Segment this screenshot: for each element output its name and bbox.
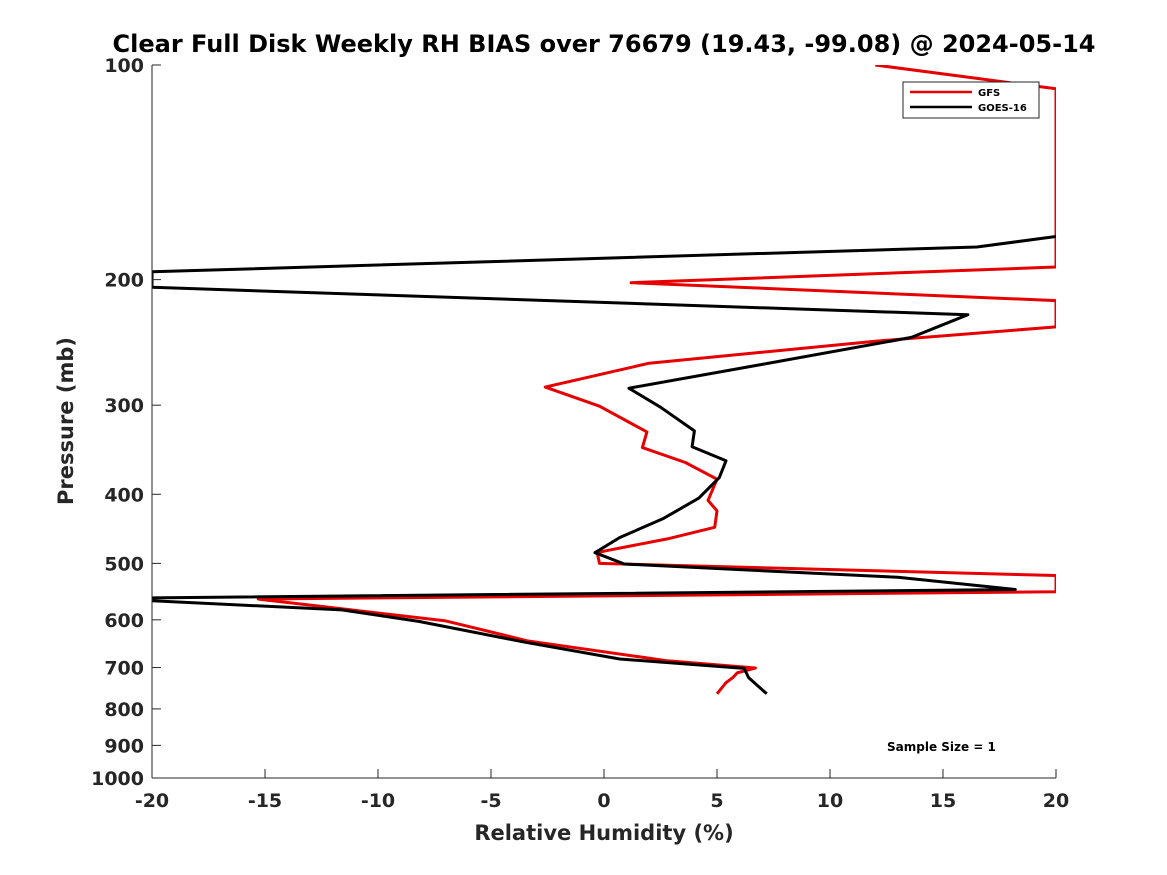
x-ticks: -20 -15 -10 -5 0 5 10 15 20 — [135, 769, 1069, 812]
x-tick-label: 15 — [930, 790, 956, 812]
x-tick-label: 5 — [710, 790, 723, 812]
y-tick-label: 200 — [104, 270, 144, 292]
y-tick-label: 300 — [104, 395, 144, 417]
y-tick-label: 700 — [104, 658, 144, 680]
x-tick-label: -15 — [248, 790, 282, 812]
x-axis-label: Relative Humidity (%) — [474, 821, 733, 845]
x-tick-label: -5 — [480, 790, 501, 812]
legend-box — [902, 81, 1040, 119]
x-tick-label: -20 — [135, 790, 169, 812]
y-tick-label: 500 — [104, 553, 144, 575]
x-tick-label: -10 — [361, 790, 395, 812]
sample-size-annotation: Sample Size = 1 — [887, 740, 996, 754]
y-tick-label: 800 — [104, 699, 144, 721]
series-line-goes16 — [152, 235, 1056, 695]
x-tick-label: 10 — [817, 790, 843, 812]
y-tick-label: 600 — [104, 610, 144, 632]
y-ticks: 100 200 300 400 500 600 700 800 900 1000 — [91, 55, 161, 790]
y-tick-label: 1000 — [91, 768, 144, 790]
legend: GFS GOES-16 — [902, 81, 1040, 119]
x-tick-label: 20 — [1043, 790, 1069, 812]
plot-area — [152, 65, 1056, 778]
x-tick-label: 0 — [597, 790, 610, 812]
legend-label-gfs: GFS — [978, 88, 1000, 99]
chart-title: Clear Full Disk Weekly RH BIAS over 7667… — [113, 30, 1096, 58]
y-tick-label: 400 — [104, 484, 144, 506]
y-tick-label: 900 — [104, 735, 144, 757]
y-axis-label: Pressure (mb) — [54, 337, 78, 505]
series-line-gfs — [256, 65, 1056, 695]
y-tick-label: 100 — [104, 55, 144, 77]
legend-label-goes16: GOES-16 — [978, 103, 1027, 114]
plot-series-group — [152, 65, 1056, 695]
